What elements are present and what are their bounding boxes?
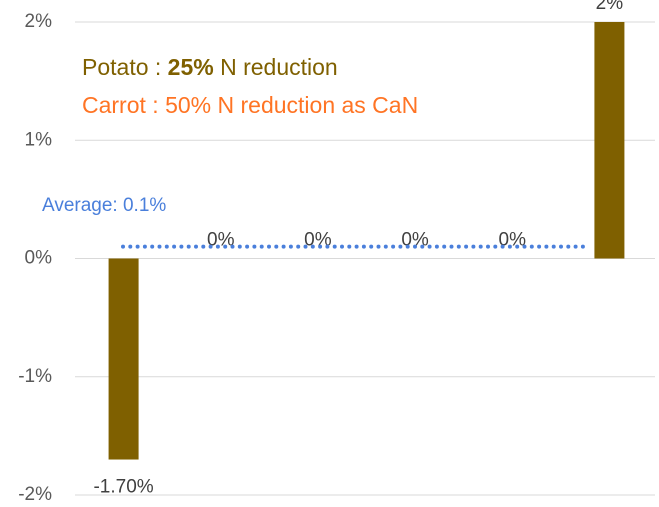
- y-tick-label: 1%: [25, 129, 53, 150]
- annotation-part: Potato :: [82, 54, 168, 80]
- y-tick-label: 2%: [25, 11, 53, 32]
- annotation: Carrot : 50% N reduction as CaN: [82, 92, 418, 118]
- annotation-part: N reduction: [214, 54, 338, 80]
- annotation-part: Carrot : 50% N reduction as CaN: [82, 92, 418, 118]
- value-label: 0%: [499, 230, 527, 251]
- y-tick-label: -1%: [18, 366, 52, 387]
- y-tick-label: 0%: [25, 248, 53, 269]
- value-label: -1.70%: [93, 477, 153, 498]
- value-label: 0%: [207, 230, 235, 251]
- average-label: Average: 0.1%: [42, 195, 166, 216]
- y-tick-label: -2%: [18, 484, 52, 505]
- annotation-part: 25%: [168, 54, 214, 80]
- value-label: 2%: [596, 0, 624, 14]
- bar: [108, 258, 139, 460]
- bar: [594, 22, 625, 259]
- value-label: 0%: [304, 230, 332, 251]
- annotation: Potato : 25% N reduction: [82, 54, 338, 80]
